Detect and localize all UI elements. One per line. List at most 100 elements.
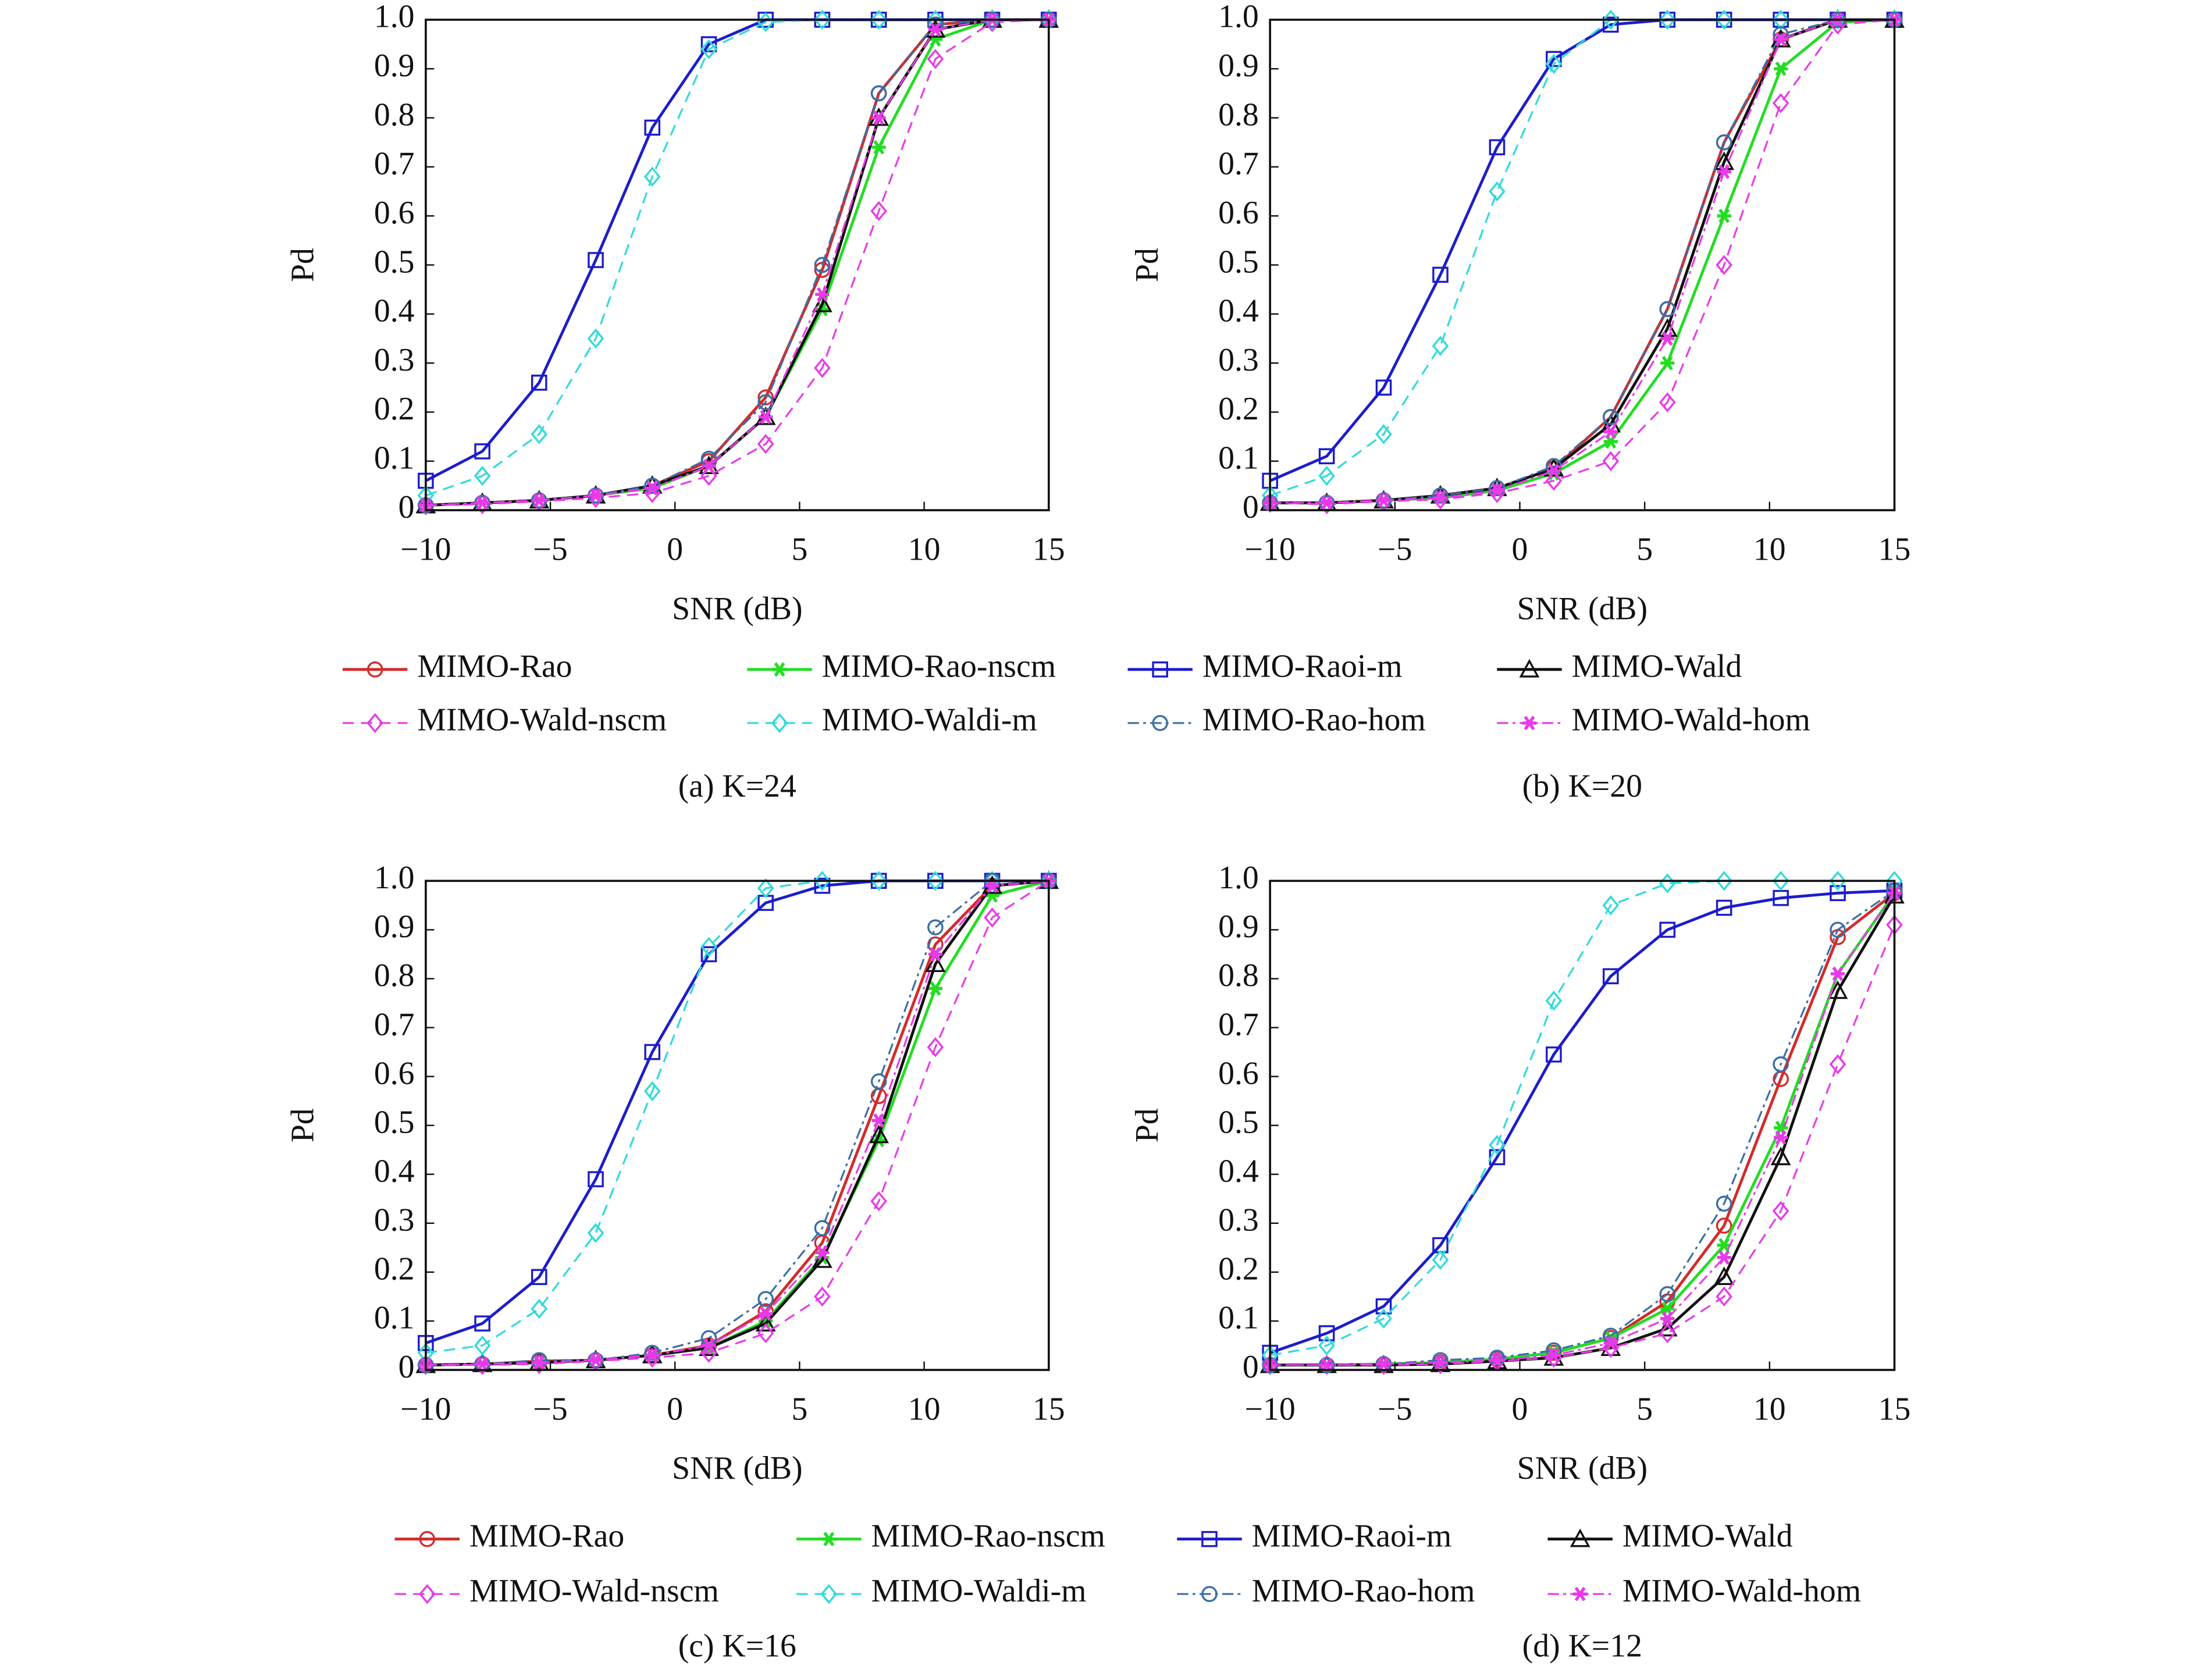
marker — [1261, 1355, 1279, 1375]
y-tick-label: 0.4 — [374, 293, 415, 329]
legend-marker — [1152, 715, 1168, 731]
legend-label: MIMO-Waldi-m — [822, 702, 1037, 738]
x-tick-label: 15 — [1033, 532, 1065, 568]
y-tick-label: 0 — [398, 489, 415, 525]
series-line — [1270, 19, 1895, 504]
x-axis-label: SNR (dB) — [1517, 1450, 1648, 1486]
marker — [928, 981, 942, 996]
marker — [814, 1220, 831, 1236]
y-tick-label: 0.2 — [374, 1251, 415, 1287]
marker — [644, 119, 661, 136]
legend-marker — [1522, 716, 1537, 731]
marker — [1490, 1352, 1504, 1368]
marker — [1717, 208, 1731, 223]
legend-label: MIMO-Raoi-m — [1252, 1518, 1452, 1554]
marker — [1432, 1250, 1449, 1270]
marker — [1603, 1336, 1618, 1351]
legend-label: MIMO-Wald-nscm — [469, 1573, 719, 1609]
series-line — [425, 18, 1049, 507]
marker — [645, 480, 660, 496]
legend-marker — [1573, 1586, 1588, 1601]
marker — [755, 1313, 776, 1332]
series-line — [1270, 19, 1895, 504]
marker — [1545, 54, 1563, 74]
legend-marker — [366, 713, 383, 734]
marker — [588, 1352, 603, 1368]
marker — [1830, 966, 1845, 981]
marker — [1659, 921, 1676, 938]
marker — [984, 9, 1001, 30]
marker — [1716, 1218, 1732, 1234]
y-tick-label: 0.2 — [1218, 391, 1259, 427]
marker — [702, 1338, 716, 1353]
marker — [814, 1286, 831, 1307]
marker — [984, 871, 1001, 891]
legend-marker — [771, 713, 788, 734]
legend-marker — [1201, 1530, 1218, 1547]
marker — [1716, 871, 1732, 891]
caption: (a) K=24 — [678, 768, 796, 805]
marker — [1261, 493, 1279, 513]
marker — [928, 22, 942, 37]
series-line — [1270, 892, 1895, 1366]
legend-marker — [820, 1584, 838, 1604]
marker — [1318, 1355, 1335, 1375]
legend-label: MIMO-Waldi-m — [871, 1573, 1087, 1609]
y-tick-label: 0.4 — [1218, 1153, 1259, 1189]
marker — [1603, 424, 1618, 439]
marker — [643, 166, 661, 187]
marker — [927, 1037, 944, 1058]
marker — [532, 493, 546, 508]
y-tick-label: 0.7 — [374, 1006, 415, 1042]
marker — [1545, 471, 1563, 491]
x-tick-label: 10 — [908, 1391, 941, 1427]
series-line — [1270, 18, 1895, 504]
y-tick-label: 0.4 — [374, 1153, 415, 1189]
y-tick-label: 0.5 — [1218, 244, 1259, 280]
marker — [870, 201, 887, 221]
marker — [588, 1171, 604, 1187]
marker — [1659, 1286, 1676, 1302]
marker — [871, 111, 886, 125]
series-line — [1270, 895, 1896, 1366]
x-axis-label: SNR (dB) — [672, 590, 802, 627]
series-line — [1270, 19, 1895, 506]
marker — [1659, 1323, 1676, 1344]
x-tick-label: 0 — [1512, 532, 1528, 568]
marker — [1830, 921, 1846, 938]
x-tick-label: 5 — [791, 1391, 807, 1427]
legend-label: MIMO-Wald-nscm — [417, 702, 667, 738]
y-tick-label: 0.9 — [1218, 48, 1259, 84]
x-tick-label: 10 — [1753, 532, 1786, 568]
marker — [815, 1245, 830, 1260]
marker — [1770, 1147, 1791, 1166]
x-tick-label: 0 — [1512, 1391, 1528, 1427]
marker — [1829, 1054, 1846, 1074]
marker — [700, 946, 717, 963]
marker — [1432, 336, 1449, 356]
x-tick-label: 0 — [667, 1391, 683, 1427]
marker — [1489, 139, 1506, 155]
legend-marker — [1570, 1528, 1590, 1547]
plot-frame — [1269, 19, 1896, 511]
x-tick-label: −10 — [400, 1391, 451, 1427]
series-line — [425, 880, 1049, 1366]
marker — [1772, 1201, 1789, 1221]
marker — [1660, 1311, 1675, 1326]
y-tick-label: 0 — [1243, 489, 1259, 525]
marker — [644, 1044, 661, 1060]
legend-marker — [772, 662, 787, 677]
marker — [700, 465, 717, 486]
y-tick-label: 0.6 — [374, 195, 415, 231]
series-line — [1270, 924, 1895, 1366]
y-axis-label: Pd — [285, 1108, 321, 1142]
marker — [870, 1073, 887, 1090]
marker — [1660, 355, 1675, 371]
marker — [1376, 1357, 1391, 1372]
y-tick-label: 0.7 — [1218, 1006, 1259, 1042]
legend-label: MIMO-Wald — [1622, 1518, 1793, 1554]
series-line — [1270, 889, 1895, 1366]
marker — [1830, 885, 1846, 902]
marker — [1318, 465, 1335, 486]
marker — [1546, 1348, 1561, 1363]
